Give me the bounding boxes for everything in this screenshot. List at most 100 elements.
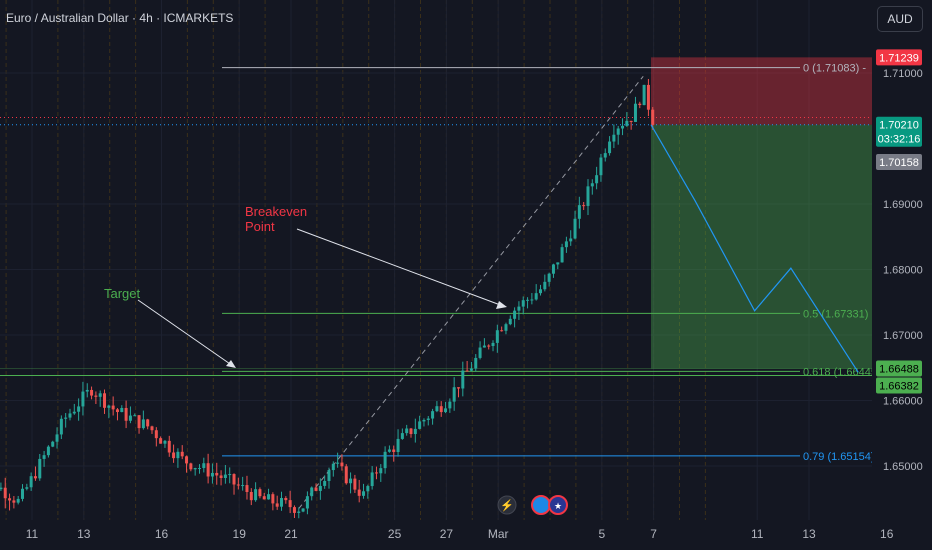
time-tick-label: 27 bbox=[440, 527, 454, 541]
candle-body bbox=[241, 485, 245, 487]
candle bbox=[556, 262, 560, 270]
candle-body bbox=[603, 153, 607, 158]
candle-body bbox=[521, 300, 525, 307]
candle-body bbox=[38, 458, 42, 479]
candle bbox=[646, 78, 650, 117]
candle bbox=[603, 148, 607, 162]
candle bbox=[128, 406, 132, 424]
candle bbox=[25, 483, 29, 491]
candle-body bbox=[465, 370, 469, 372]
candle-body bbox=[193, 468, 197, 470]
candle-body bbox=[185, 456, 189, 464]
candle bbox=[586, 179, 590, 216]
candle-body bbox=[392, 449, 396, 453]
price-label-text: 1.70158 bbox=[879, 157, 919, 169]
candle bbox=[633, 96, 637, 123]
candle bbox=[180, 445, 184, 460]
trend-line bbox=[298, 75, 644, 509]
candle-body bbox=[461, 370, 465, 389]
candle-body bbox=[456, 387, 460, 389]
candle-body bbox=[482, 345, 486, 348]
candle-body bbox=[262, 496, 266, 500]
candle bbox=[599, 153, 603, 182]
candle-body bbox=[275, 503, 279, 507]
candle-body bbox=[141, 419, 145, 429]
candle-body bbox=[297, 511, 301, 513]
price-label-bg bbox=[876, 360, 922, 377]
price-axis-bg bbox=[872, 0, 932, 550]
candle-body bbox=[137, 415, 141, 429]
candle bbox=[210, 463, 214, 484]
candle bbox=[21, 484, 25, 502]
candle bbox=[409, 427, 413, 438]
candle bbox=[612, 124, 616, 149]
candle-body bbox=[314, 487, 318, 491]
candle-body bbox=[128, 415, 132, 421]
candle bbox=[444, 401, 448, 414]
candle bbox=[340, 454, 344, 471]
candle bbox=[452, 377, 456, 411]
candle bbox=[422, 418, 426, 427]
lightning-icon bbox=[497, 495, 517, 515]
candle bbox=[72, 403, 76, 415]
candle bbox=[469, 361, 473, 372]
candle-body bbox=[413, 428, 417, 435]
candle-body bbox=[64, 417, 68, 419]
time-tick-label: 19 bbox=[233, 527, 247, 541]
candle-body bbox=[215, 472, 219, 476]
candle bbox=[400, 428, 404, 440]
candle bbox=[621, 118, 625, 136]
candle bbox=[8, 493, 12, 511]
candle-body bbox=[210, 472, 214, 477]
candle-body bbox=[642, 84, 646, 106]
candle bbox=[513, 307, 517, 328]
candle bbox=[491, 340, 495, 352]
candle bbox=[500, 326, 504, 332]
candle-body bbox=[206, 463, 210, 477]
candle bbox=[98, 390, 102, 407]
breakeven-arrow-line bbox=[296, 228, 504, 307]
candle-body bbox=[249, 491, 253, 501]
candle bbox=[103, 389, 107, 414]
candle-body bbox=[517, 306, 521, 311]
candle-body bbox=[29, 476, 33, 488]
candle bbox=[530, 293, 534, 305]
candle-body bbox=[508, 318, 512, 325]
candle-body bbox=[569, 238, 573, 242]
candle bbox=[68, 408, 72, 421]
candle bbox=[55, 427, 59, 449]
time-tick-label: 16 bbox=[155, 527, 169, 541]
candle-body bbox=[81, 391, 85, 407]
candle bbox=[396, 429, 400, 457]
candle bbox=[357, 479, 361, 503]
candle bbox=[318, 478, 322, 500]
time-axis-bg bbox=[0, 520, 872, 550]
candle-body bbox=[223, 474, 227, 479]
candle bbox=[12, 496, 16, 509]
candle bbox=[582, 201, 586, 210]
price-label-text: 1.66382 bbox=[879, 380, 919, 392]
candle-body bbox=[500, 330, 504, 332]
candle bbox=[219, 470, 223, 486]
candle bbox=[133, 413, 137, 417]
candle bbox=[284, 496, 288, 504]
time-tick-label: 5 bbox=[598, 527, 605, 541]
candle-body bbox=[491, 342, 495, 347]
candle bbox=[543, 274, 547, 292]
candle bbox=[305, 491, 309, 515]
candle bbox=[387, 445, 391, 453]
candle-body bbox=[547, 273, 551, 282]
candle-body bbox=[344, 466, 348, 484]
currency-selector[interactable]: AUD bbox=[877, 6, 923, 32]
candle bbox=[197, 464, 201, 474]
candle bbox=[331, 461, 335, 477]
candle-body bbox=[189, 463, 193, 470]
candle bbox=[271, 492, 275, 511]
candle-body bbox=[495, 330, 499, 343]
candle bbox=[42, 450, 46, 467]
price-label-text: 1.71239 bbox=[879, 52, 919, 64]
projection-path bbox=[650, 124, 859, 373]
time-tick-label: 13 bbox=[802, 527, 816, 541]
